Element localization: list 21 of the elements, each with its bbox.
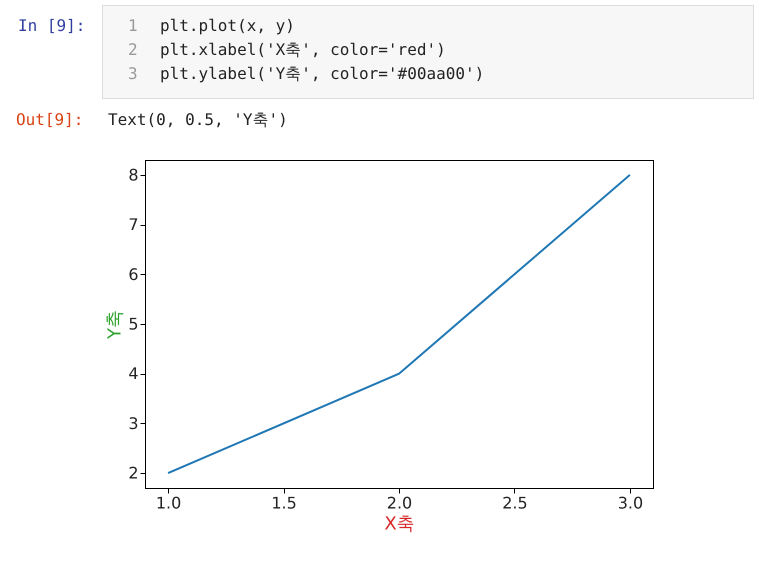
x-tick-label: 2.5 (502, 494, 528, 512)
text: In [9]: (18, 16, 86, 35)
y-axis-title: Y축 (104, 310, 126, 340)
y-tick-label: 4 (128, 364, 138, 384)
y-tick-label: 7 (128, 215, 138, 234)
y-tick-label: 3 (128, 414, 138, 433)
x-tick-label: 1.5 (271, 494, 297, 512)
text: plt.xlabel('X축', color='red') (160, 40, 446, 61)
y-tick-label: 6 (128, 264, 138, 284)
text: Text(0, 0.5, 'Y축') (108, 110, 288, 131)
x-axis-title: X축 (384, 514, 415, 534)
text: 1 (128, 16, 138, 35)
y-tick-label: 8 (128, 165, 138, 184)
text: Out[9]: (16, 110, 84, 129)
y-tick-label: 2 (128, 464, 138, 483)
text: plt.ylabel('Y축', color='#00aa00') (160, 64, 484, 85)
x-tick-label: 1.0 (156, 494, 182, 512)
text: plt.plot(x, y) (160, 16, 295, 35)
y-tick-label: 5 (128, 314, 138, 334)
x-tick-label: 2.0 (386, 494, 412, 512)
x-tick-label: 3.0 (618, 494, 644, 512)
